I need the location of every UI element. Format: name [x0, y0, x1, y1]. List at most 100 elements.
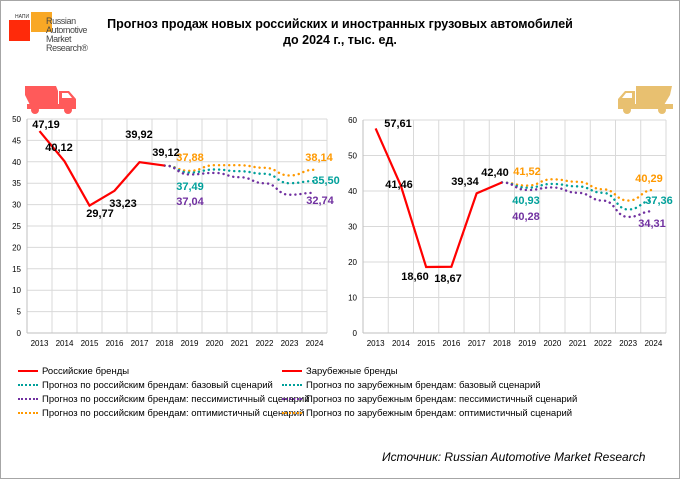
logo-red-square	[9, 20, 30, 41]
y-tick-label: 25	[12, 222, 21, 231]
y-tick-label: 20	[348, 258, 357, 267]
y-tick-label: 60	[348, 116, 357, 125]
x-tick-label: 2022	[594, 339, 612, 348]
legend-label: Зарубежные бренды	[306, 365, 398, 377]
series-line-actual	[38, 130, 165, 208]
y-tick-label: 10	[348, 294, 357, 303]
data-label-actual: 39,34	[451, 176, 479, 188]
legend-left: Российские бренды Прогноз по российским …	[18, 364, 310, 420]
legend-swatch-actual	[282, 370, 302, 372]
x-tick-label: 2021	[231, 339, 249, 348]
y-tick-label: 0	[17, 329, 22, 338]
y-tick-label: 40	[348, 187, 357, 196]
data-label-actual: 42,40	[481, 167, 509, 179]
legend-label: Прогноз по российским брендам: оптимисти…	[42, 407, 305, 419]
logo: НАПИ Russian Automotive Market Research®	[8, 12, 98, 67]
legend-item: Прогноз по зарубежным брендам: оптимисти…	[282, 406, 577, 420]
data-label-base: 35,50	[312, 175, 340, 187]
legend-label: Прогноз по российским брендам: пессимист…	[42, 393, 310, 405]
x-tick-label: 2014	[392, 339, 410, 348]
legend-item: Прогноз по российским брендам: оптимисти…	[18, 406, 310, 420]
data-label-pessimistic: 34,31	[638, 218, 666, 230]
x-tick-label: 2013	[31, 339, 49, 348]
logo-orange-square	[31, 12, 52, 32]
y-tick-label: 35	[12, 179, 21, 188]
data-label-base: 40,93	[512, 195, 540, 207]
data-label-actual: 40,12	[45, 142, 73, 154]
y-tick-label: 10	[12, 286, 21, 295]
x-tick-label: 2019	[181, 339, 199, 348]
x-tick-label: 2018	[493, 339, 511, 348]
legend-swatch-base	[18, 384, 38, 386]
logo-small-text: НАПИ	[15, 14, 30, 20]
y-tick-label: 20	[12, 243, 21, 252]
legend-item: Прогноз по зарубежным брендам: пессимист…	[282, 392, 577, 406]
legend-swatch-optimistic	[282, 412, 302, 414]
legend-swatch-actual	[18, 370, 38, 372]
data-label-actual: 18,67	[434, 273, 462, 285]
x-tick-label: 2014	[56, 339, 74, 348]
x-tick-label: 2020	[543, 339, 561, 348]
data-label-actual: 18,60	[401, 271, 429, 283]
x-tick-label: 2016	[442, 339, 460, 348]
data-label-base: 37,36	[645, 195, 673, 207]
y-tick-label: 30	[12, 201, 21, 210]
legend-right: Зарубежные бренды Прогноз по зарубежным …	[282, 364, 577, 420]
legend-label: Прогноз по российским брендам: базовый с…	[42, 379, 273, 391]
data-label-actual: 47,19	[32, 119, 60, 131]
x-tick-label: 2023	[619, 339, 637, 348]
x-tick-label: 2019	[518, 339, 536, 348]
title-line-1: Прогноз продаж новых российских и иностр…	[107, 17, 573, 31]
y-tick-label: 45	[12, 136, 21, 145]
y-tick-label: 5	[17, 308, 22, 317]
legend-label: Прогноз по зарубежным брендам: базовый с…	[306, 379, 541, 391]
y-tick-label: 50	[12, 115, 21, 124]
x-tick-label: 2017	[131, 339, 149, 348]
truck-icon-left	[25, 86, 76, 114]
y-tick-label: 15	[12, 265, 21, 274]
x-tick-label: 2021	[569, 339, 587, 348]
data-label-pessimistic: 32,74	[306, 195, 334, 207]
title-line-2: до 2024 г., тыс. ед.	[283, 33, 397, 47]
data-label-actual: 33,23	[109, 198, 137, 210]
legend-swatch-pessimistic	[18, 398, 38, 400]
chart-title: Прогноз продаж новых российских и иностр…	[100, 16, 580, 48]
data-label-actual: 29,77	[86, 208, 114, 220]
x-tick-label: 2015	[417, 339, 435, 348]
data-label-pessimistic: 37,04	[176, 196, 204, 208]
data-label-base: 37,49	[176, 181, 204, 193]
y-tick-label: 0	[353, 329, 358, 338]
legend-item: Российские бренды	[18, 364, 310, 378]
y-tick-label: 50	[348, 152, 357, 161]
chart-russian-brands: 0 5 10 15 20 25 30 35 40 45 50 2013 2014 2015 2016 2017…	[12, 115, 340, 348]
data-label-actual: 41,46	[385, 179, 413, 191]
x-tick-label: 2024	[644, 339, 662, 348]
x-tick-label: 2022	[256, 339, 274, 348]
x-tick-label: 2016	[106, 339, 124, 348]
series-line-actual	[374, 128, 503, 269]
x-tick-label: 2013	[367, 339, 385, 348]
legend-item: Зарубежные бренды	[282, 364, 577, 378]
legend-label: Прогноз по зарубежным брендам: пессимист…	[306, 393, 578, 405]
x-tick-label: 2017	[468, 339, 486, 348]
legend-label: Российские бренды	[42, 365, 130, 377]
legend-swatch-base	[282, 384, 302, 386]
legend-label: Прогноз по зарубежным брендам: оптимисти…	[306, 407, 573, 419]
legend-swatch-optimistic	[18, 412, 38, 414]
truck-icon-right	[618, 86, 673, 114]
data-label-actual: 57,61	[384, 118, 412, 130]
data-label-optimistic: 37,88	[176, 152, 204, 164]
y-tick-label: 40	[12, 158, 21, 167]
data-label-optimistic: 38,14	[305, 152, 333, 164]
legend-swatch-pessimistic	[282, 398, 302, 400]
data-label-optimistic: 41,52	[513, 166, 541, 178]
chart-foreign-brands: 0 10 20 30 40 50 60 2013 2014 2015 2016 2017 2018 201…	[348, 116, 673, 348]
data-label-optimistic: 40,29	[635, 173, 663, 185]
data-label-pessimistic: 40,28	[512, 211, 540, 223]
data-label-actual: 39,12	[152, 147, 180, 159]
legend-item: Прогноз по российским брендам: базовый с…	[18, 378, 310, 392]
source-note: Источник: Russian Automotive Market Rese…	[382, 450, 646, 464]
legend-item: Прогноз по российским брендам: пессимист…	[18, 392, 310, 406]
x-tick-label: 2024	[306, 339, 324, 348]
